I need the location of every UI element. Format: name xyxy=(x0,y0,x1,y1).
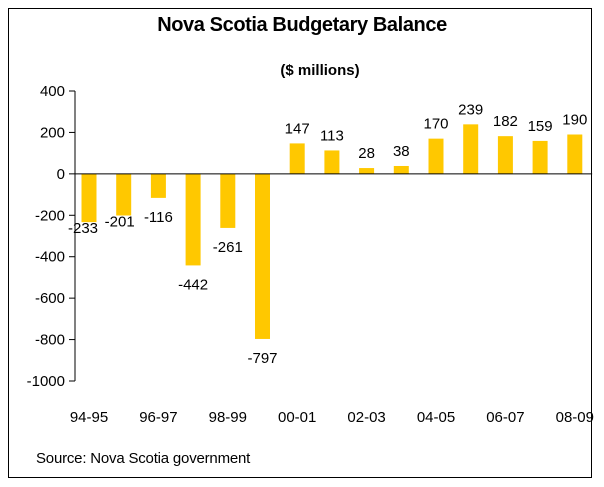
bar xyxy=(393,165,409,174)
bar xyxy=(324,150,340,174)
bar xyxy=(463,124,479,174)
data-label: -261 xyxy=(213,239,243,256)
x-tick-label: 98-99 xyxy=(209,409,247,426)
bar xyxy=(255,173,270,339)
y-tick-label: 400 xyxy=(40,83,65,100)
y-tick-label: -1000 xyxy=(27,373,65,390)
chart-title: Nova Scotia Budgetary Balance xyxy=(157,14,447,36)
x-tick-label: 00-01 xyxy=(278,409,316,426)
data-label: 38 xyxy=(393,143,410,160)
x-tick-label: 96-97 xyxy=(139,409,177,426)
bar xyxy=(359,168,375,174)
data-label: 147 xyxy=(285,120,310,137)
y-tick-label: -200 xyxy=(35,207,65,224)
x-tick-label: 04-05 xyxy=(417,409,455,426)
x-tick-label: 02-03 xyxy=(347,409,385,426)
data-label: 159 xyxy=(528,118,553,135)
x-tick-label: 06-07 xyxy=(486,409,524,426)
y-tick-label: -600 xyxy=(35,290,65,307)
bar xyxy=(497,136,513,174)
bar xyxy=(185,173,201,266)
y-tick-label: 0 xyxy=(57,166,65,183)
chart-subtitle: ($ millions) xyxy=(280,62,360,79)
source-note: Source: Nova Scotia government xyxy=(36,450,251,467)
bar xyxy=(532,140,548,174)
y-tick-label: 200 xyxy=(40,124,65,141)
data-label: -116 xyxy=(144,209,173,226)
y-tick-label: -800 xyxy=(35,332,65,349)
data-label: -442 xyxy=(178,276,208,293)
y-tick-label: -400 xyxy=(35,249,65,266)
x-tick-label: 94-95 xyxy=(70,409,108,426)
data-label: -233 xyxy=(68,220,98,237)
bar xyxy=(116,173,132,216)
x-tick-label: 08-09 xyxy=(556,409,594,426)
data-label: 239 xyxy=(458,101,483,118)
bar xyxy=(81,173,97,223)
data-label: 170 xyxy=(423,116,448,133)
bar xyxy=(428,138,444,174)
bar xyxy=(220,173,236,228)
data-label: -201 xyxy=(105,213,135,230)
data-label: 182 xyxy=(493,113,518,130)
data-label: 28 xyxy=(358,145,375,162)
data-label: -797 xyxy=(247,350,277,367)
bar xyxy=(289,143,305,174)
bar xyxy=(150,173,166,198)
chart-frame xyxy=(8,8,592,478)
data-label: 190 xyxy=(562,112,587,129)
bar xyxy=(567,134,583,174)
data-label: 113 xyxy=(320,127,344,144)
